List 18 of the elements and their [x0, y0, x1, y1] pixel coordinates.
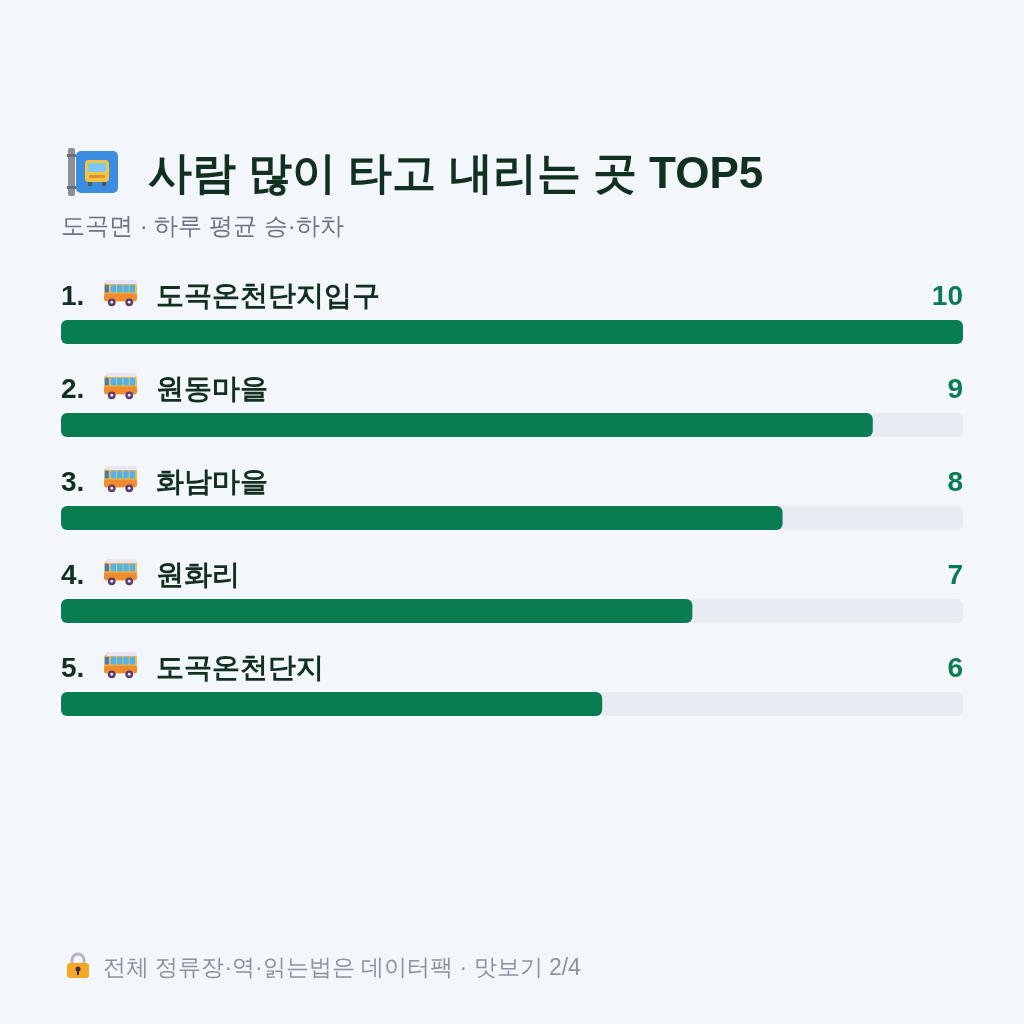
category-label: 화남마을 — [156, 466, 268, 497]
category-label: 도곡온천단지입구 — [156, 280, 380, 311]
data-label: 6 — [947, 652, 963, 683]
title: 사람 많이 타고 내리는 곳 TOP5 — [148, 148, 764, 197]
data-label: 9 — [947, 373, 963, 404]
subtitle: 도곡면 · 하루 평균 승·하차 — [61, 212, 344, 239]
category-label: 3. — [61, 466, 85, 497]
category-label: 1. — [61, 280, 85, 311]
data-label: 7 — [947, 559, 963, 590]
category-label: 원화리 — [156, 559, 240, 590]
data-label: 8 — [947, 466, 963, 497]
category-label: 4. — [61, 559, 85, 590]
category-label: 원동마을 — [156, 373, 268, 404]
category-label: 2. — [61, 373, 85, 404]
category-label: 도곡온천단지 — [156, 652, 324, 683]
category-label: 5. — [61, 652, 85, 683]
annotation: 전체 정류장·역·읽는법은 데이터팩 · 맛보기 2/4 — [103, 954, 581, 980]
data-label: 10 — [931, 280, 963, 311]
